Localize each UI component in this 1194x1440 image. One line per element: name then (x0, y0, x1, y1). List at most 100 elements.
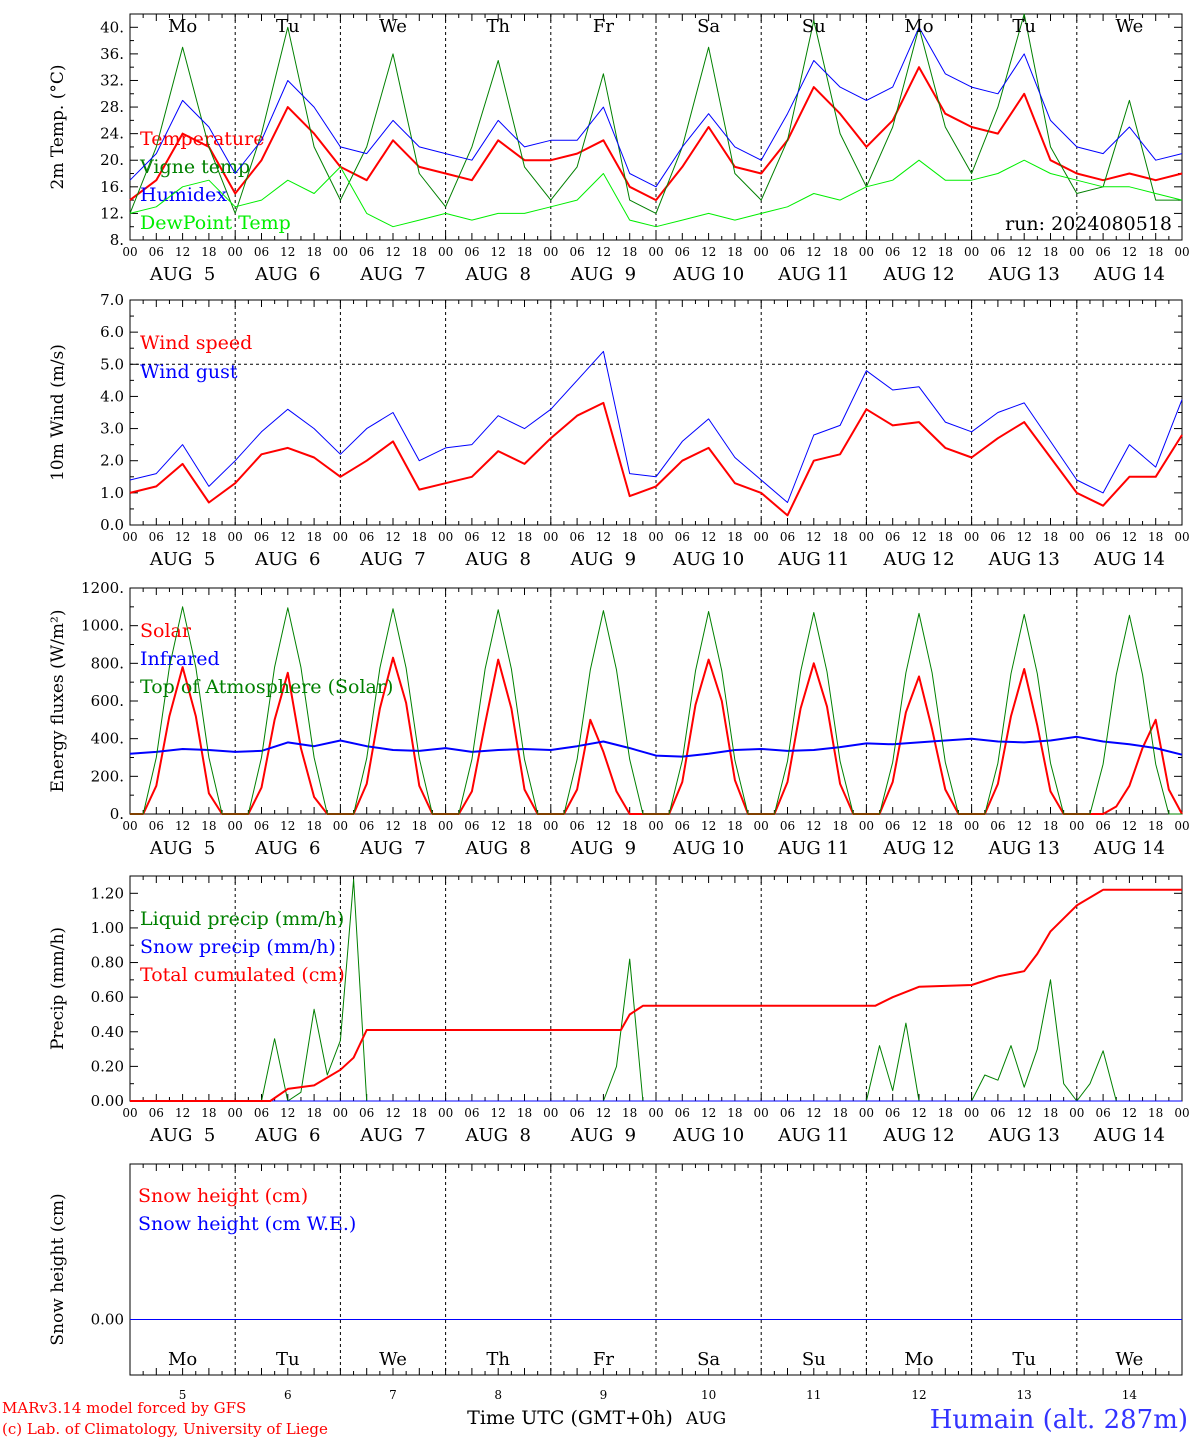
day-number-label: 6 (284, 1388, 292, 1402)
date-label: AUG 14 (1093, 838, 1165, 859)
date-label: AUG 8 (464, 264, 530, 285)
hour-tick-label: 00 (122, 530, 137, 544)
y-tick-label: 200. (91, 767, 124, 785)
hour-tick-label: 18 (517, 245, 532, 259)
day-name-label: Sa (697, 16, 720, 37)
date-label: AUG 9 (570, 838, 636, 859)
hour-tick-label: 12 (806, 1106, 821, 1120)
legend-entry: Humidex (140, 184, 227, 206)
hour-tick-label: 12 (491, 819, 506, 833)
hour-tick-label: 06 (885, 1106, 900, 1120)
hour-tick-label: 18 (412, 245, 427, 259)
date-label: AUG 11 (777, 1125, 849, 1146)
day-name-label: Th (486, 16, 510, 37)
lab-credit: (c) Lab. of Climatology, University of L… (2, 1420, 328, 1438)
date-label: AUG 13 (988, 264, 1060, 285)
hour-tick-label: 06 (885, 245, 900, 259)
y-tick-label: 20. (100, 151, 124, 169)
legend-entry: DewPoint Temp (140, 212, 291, 234)
series-line-wind-speed (129, 401, 1183, 517)
y-tick-label: 0.60 (91, 988, 124, 1006)
hour-tick-label: 06 (675, 1106, 690, 1120)
hour-tick-label: 12 (596, 1106, 611, 1120)
hour-tick-label: 12 (911, 245, 926, 259)
hour-tick-label: 00 (964, 245, 979, 259)
date-label: AUG 10 (672, 1125, 744, 1146)
hour-tick-label: 12 (280, 1106, 295, 1120)
hour-tick-label: 18 (832, 819, 847, 833)
legend-entry: Wind gust (140, 361, 238, 383)
hour-tick-label: 18 (412, 530, 427, 544)
y-tick-label: 0. (110, 805, 124, 823)
hour-tick-label: 12 (806, 245, 821, 259)
hour-tick-label: 12 (1017, 819, 1032, 833)
date-label: AUG 13 (988, 838, 1060, 859)
date-label: AUG 11 (777, 264, 849, 285)
y-tick-label: 36. (100, 45, 124, 63)
day-name-label: We (379, 16, 407, 37)
day-number-label: 14 (1122, 1388, 1138, 1402)
y-tick-label: 0.80 (91, 954, 124, 972)
y-tick-label: 600. (91, 692, 124, 710)
date-label: AUG 10 (672, 264, 744, 285)
hour-tick-label: 06 (464, 530, 479, 544)
hour-tick-label: 18 (517, 530, 532, 544)
hour-tick-label: 12 (911, 530, 926, 544)
day-number-label: 8 (494, 1388, 502, 1402)
day-name-label: Su (802, 1349, 826, 1370)
y-tick-label: 1.20 (91, 884, 124, 902)
hour-tick-label: 06 (990, 819, 1005, 833)
hour-tick-label: 06 (990, 245, 1005, 259)
hour-tick-label: 18 (1148, 245, 1163, 259)
y-tick-label: 5.0 (100, 355, 124, 373)
hour-tick-label: 00 (1174, 1106, 1189, 1120)
legend-entry: Liquid precip (mm/h) (140, 908, 344, 930)
panel-1: 8. 12. 16. 20. 24. 28. 32. 36. 40. 2m Temp. (°C) T… (48, 13, 1190, 285)
x-axis-label: Time UTC (GMT+0h) (467, 1407, 673, 1429)
hour-tick-label: 18 (1043, 530, 1058, 544)
hour-tick-label: 12 (806, 530, 821, 544)
y-tick-label: 3.0 (100, 420, 124, 438)
date-label: AUG 5 (149, 838, 215, 859)
date-label: AUG 6 (254, 549, 320, 570)
model-credit: MARv3.14 model forced by GFS (2, 1399, 246, 1417)
day-number-label: 9 (600, 1388, 608, 1402)
hour-tick-label: 18 (832, 530, 847, 544)
y-axis-label: Precip (mm/h) (48, 927, 68, 1050)
legend-entry: Vigne temp (139, 156, 250, 178)
hour-tick-label: 18 (938, 245, 953, 259)
date-label: AUG 5 (149, 264, 215, 285)
date-label: AUG 12 (882, 549, 954, 570)
y-tick-label: 40. (100, 18, 124, 36)
hour-tick-label: 06 (990, 1106, 1005, 1120)
hour-tick-label: 06 (569, 530, 584, 544)
hour-tick-label: 18 (201, 245, 216, 259)
day-name-label: Tu (276, 1349, 300, 1370)
date-label: AUG 6 (254, 1125, 320, 1146)
y-axis-label: Energy fluxes (W/m²) (48, 610, 68, 793)
legend-entry: Snow precip (mm/h) (140, 936, 336, 958)
day-name-label: Sa (697, 1349, 720, 1370)
day-number-label: 12 (911, 1388, 926, 1402)
panel-2: 0.0 1.0 2.0 3.0 4.0 5.0 6.0 7.0 10m Wind (m/s) Wi… (48, 291, 1190, 570)
hour-tick-label: 00 (754, 530, 769, 544)
series-line-vigne-temp (129, 13, 1182, 214)
hour-tick-label: 00 (228, 819, 243, 833)
series-line-liquid-precip-mm-h (130, 879, 1182, 1102)
hour-tick-label: 12 (911, 819, 926, 833)
y-axis-label: Snow height (cm) (48, 1193, 68, 1345)
hour-tick-label: 12 (701, 1106, 716, 1120)
hour-tick-label: 00 (122, 245, 137, 259)
hour-tick-label: 00 (754, 819, 769, 833)
date-label: AUG 12 (882, 264, 954, 285)
hour-tick-label: 06 (464, 1106, 479, 1120)
panel-4: 0.00 0.20 0.40 0.60 0.80 1.00 1.20 Precip (mm/h… (48, 875, 1190, 1146)
series-line-wind-gust (129, 350, 1183, 503)
hour-tick-label: 00 (1174, 819, 1189, 833)
hour-tick-label: 06 (780, 530, 795, 544)
date-label: AUG 7 (359, 1125, 425, 1146)
hour-tick-label: 12 (1122, 1106, 1137, 1120)
day-number-label: 13 (1017, 1388, 1032, 1402)
date-label: AUG 9 (570, 549, 636, 570)
date-label: AUG 13 (988, 1125, 1060, 1146)
